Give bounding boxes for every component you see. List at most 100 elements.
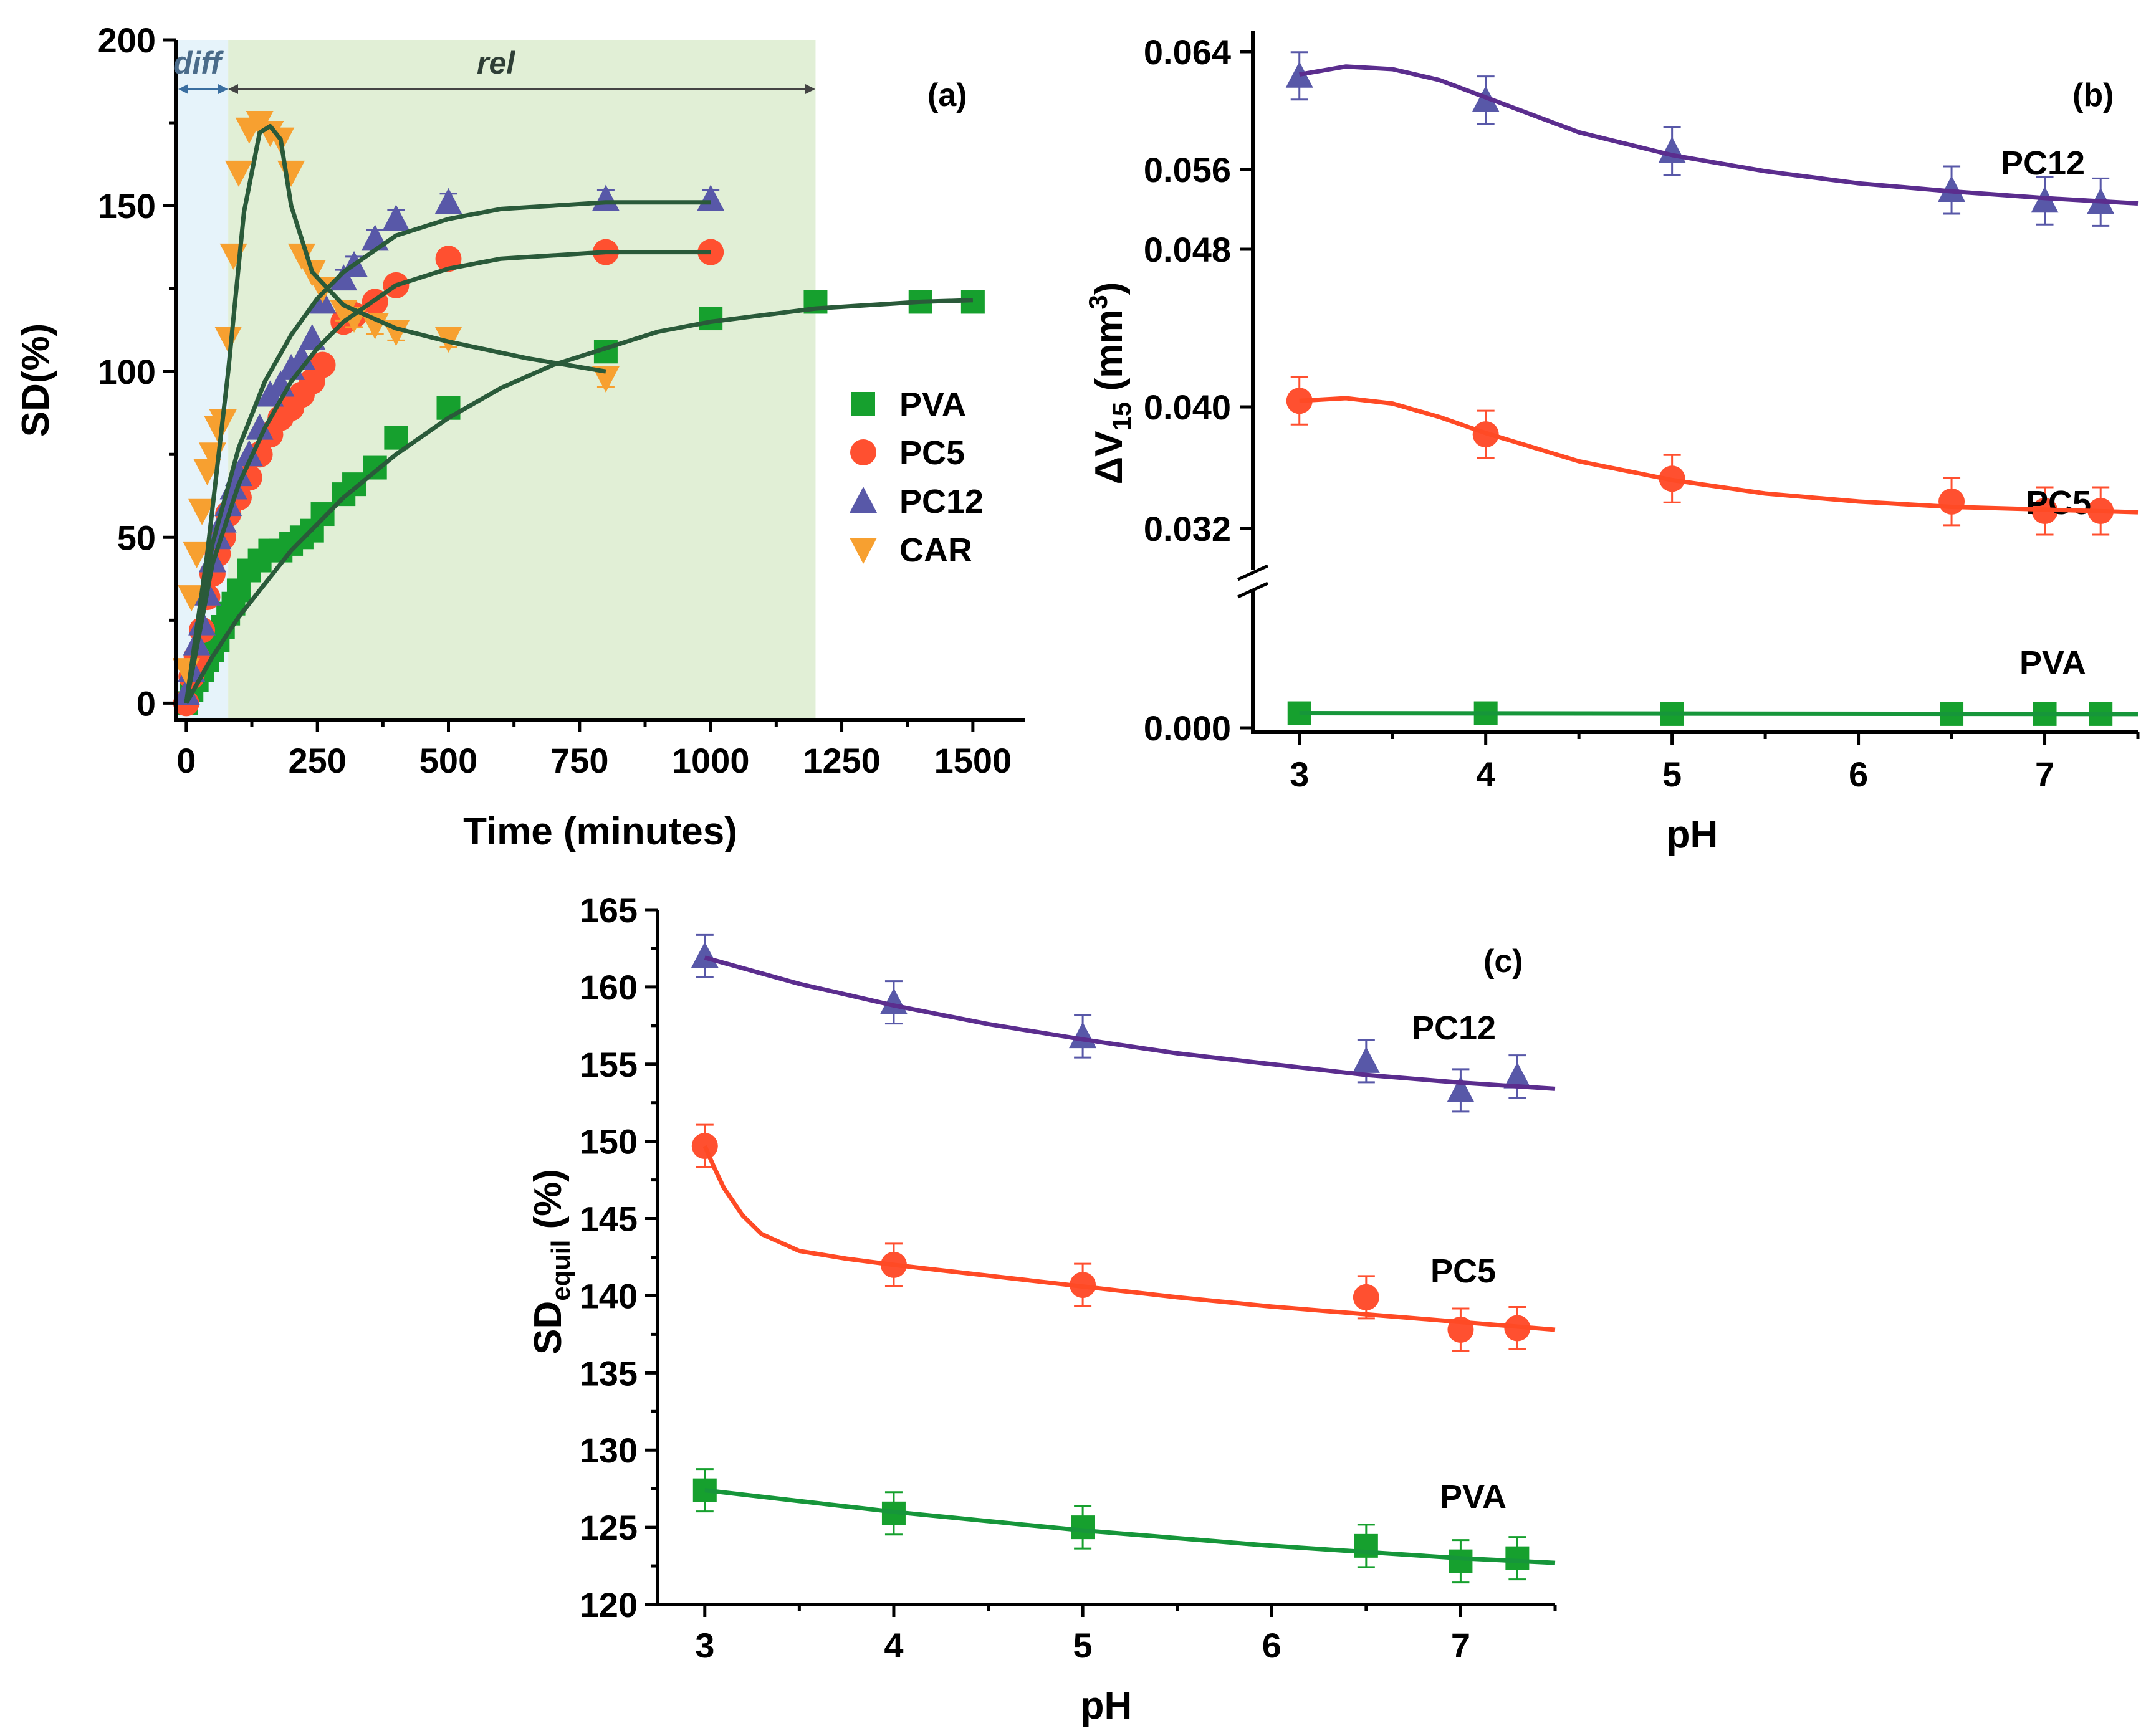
c-y-tick-label: 140 — [580, 1276, 638, 1315]
b-fit-line-pc12 — [1299, 64, 2139, 206]
c-point-pc12 — [1503, 1062, 1531, 1089]
legend-label-pc5: PC5 — [899, 434, 965, 472]
a-fit-line-pc5 — [184, 250, 711, 704]
a-point-pc12 — [434, 188, 462, 214]
c-series-label-pc12: PC12 — [1412, 1009, 1496, 1047]
c-point-pc5 — [691, 1133, 718, 1160]
b-y-tick-label: 0.040 — [1144, 388, 1231, 427]
a-fit-line-pva — [184, 298, 974, 705]
c-point-pc12 — [691, 942, 719, 968]
diff-label: diff — [173, 45, 224, 80]
a-y-tick-label: 150 — [98, 186, 156, 226]
a-point-pc12 — [246, 413, 274, 440]
a-y-tick-label: 0 — [137, 684, 156, 723]
a-point-pc12 — [382, 204, 410, 231]
b-fit-line-pc5 — [1299, 396, 2139, 515]
b-y-tick-label: 0.032 — [1144, 509, 1231, 548]
axis-break-mark-lower — [1237, 581, 1269, 599]
a-axes — [174, 40, 1025, 722]
legend-marker-car — [850, 538, 877, 564]
b-y-tick-label: 0.064 — [1144, 32, 1231, 72]
b-x-tick-label: 5 — [1662, 755, 1682, 794]
a-point-pva — [310, 502, 335, 527]
a-fit-line-car — [184, 123, 606, 703]
c-series-label-pc5: PC5 — [1430, 1252, 1496, 1290]
b-ylabel-sub: 15 — [1107, 402, 1136, 431]
a-point-pva — [699, 307, 723, 331]
a-x-tick-label: 0 — [176, 741, 196, 780]
panel-b-label: (b) — [2072, 77, 2114, 113]
a-x-tick-label: 750 — [550, 741, 608, 780]
c-fit-line-pc12 — [704, 955, 1556, 1091]
b-x-tick-label: 3 — [1290, 755, 1309, 794]
c-x-tick-label: 5 — [1073, 1626, 1093, 1665]
b-x-tick-label: 4 — [1476, 755, 1495, 794]
c-y-tick-label: 150 — [580, 1122, 638, 1161]
b-ylabel-unit: (mm — [1088, 310, 1131, 402]
c-point-pc12 — [1069, 1022, 1097, 1049]
a-y-tick-label: 50 — [117, 518, 156, 557]
c-y-tick-label: 135 — [580, 1353, 638, 1393]
panel-a-label: (a) — [927, 77, 967, 113]
diff-arrow-head-right — [218, 84, 228, 94]
b-axes — [1251, 31, 2138, 734]
b-point-pc12 — [1938, 175, 1966, 202]
c-x-tick-label: 6 — [1262, 1626, 1281, 1665]
b-ylabel-close: ) — [1088, 282, 1131, 295]
legend-marker-pc12 — [850, 487, 877, 513]
c-ylabel-main: SD — [527, 1301, 570, 1355]
b-y-tick-label: 0.056 — [1144, 150, 1231, 189]
a-y-tick-label: 200 — [98, 21, 156, 60]
a-y-axis-title: SD(%) — [14, 323, 57, 437]
rel-arrow-head-right — [805, 84, 815, 94]
a-y-tick-label: 100 — [98, 352, 156, 391]
a-x-axis-title: Time (minutes) — [463, 810, 737, 853]
c-fit-line-pc5 — [702, 1145, 1556, 1332]
a-point-pc12 — [287, 343, 315, 370]
a-point-car — [592, 366, 620, 393]
a-point-pc12 — [330, 264, 358, 291]
a-point-car — [178, 585, 206, 612]
b-ylabel-sup: 3 — [1083, 295, 1113, 309]
a-point-car — [224, 160, 252, 187]
c-point-pva — [1071, 1515, 1095, 1540]
c-series-label-pva: PVA — [1440, 1478, 1507, 1515]
c-fit-line-pva — [704, 1488, 1556, 1565]
b-x-axis-title: pH — [1667, 813, 1718, 856]
legend-label-pc12: PC12 — [899, 483, 984, 520]
c-y-tick-label: 160 — [580, 968, 638, 1007]
b-x-tick-label: 6 — [1849, 755, 1868, 794]
c-ylabel-sub: equil — [546, 1240, 575, 1301]
a-point-car — [287, 243, 315, 270]
panel-b: PC12 PC5 PVA 3 4 5 6 7 0.000 0.032 0.040 0.048 0.05… — [1083, 31, 2140, 856]
c-x-tick-label: 7 — [1451, 1626, 1470, 1665]
c-ylabel-unit: (%) — [527, 1169, 570, 1240]
b-point-pc5 — [1938, 488, 1965, 515]
c-point-pva — [1449, 1549, 1473, 1573]
c-x-tick-label: 4 — [884, 1626, 903, 1665]
c-y-tick-label: 145 — [580, 1199, 638, 1239]
c-y-tick-label: 125 — [580, 1508, 638, 1547]
rel-arrow-head-left — [228, 84, 238, 94]
a-point-car — [214, 326, 242, 353]
a-x-tick-label: 1000 — [672, 741, 750, 780]
c-point-pc12 — [1447, 1075, 1475, 1102]
c-y-tick-label: 165 — [580, 890, 638, 930]
c-y-tick-label: 120 — [580, 1585, 638, 1624]
a-x-tick-label: 250 — [288, 741, 346, 780]
a-point-pc12 — [235, 440, 263, 467]
legend-label-car: CAR — [899, 532, 972, 569]
legend: PVA PC5 PC12 CAR — [850, 386, 984, 569]
a-x-tick-label: 500 — [419, 741, 477, 780]
b-y-tick-label: 0.048 — [1144, 230, 1231, 269]
rel-label: rel — [477, 45, 515, 80]
c-point-pc5 — [1353, 1284, 1379, 1310]
a-point-car — [188, 498, 216, 525]
b-point-pc12 — [1658, 136, 1686, 163]
b-series-label-pc5: PC5 — [2026, 484, 2091, 522]
c-y-axis-title: SDequil (%) — [527, 1169, 575, 1355]
b-y-axis-title: ΔV15 (mm3) — [1083, 282, 1136, 485]
a-x-tick-label: 1250 — [803, 741, 881, 780]
